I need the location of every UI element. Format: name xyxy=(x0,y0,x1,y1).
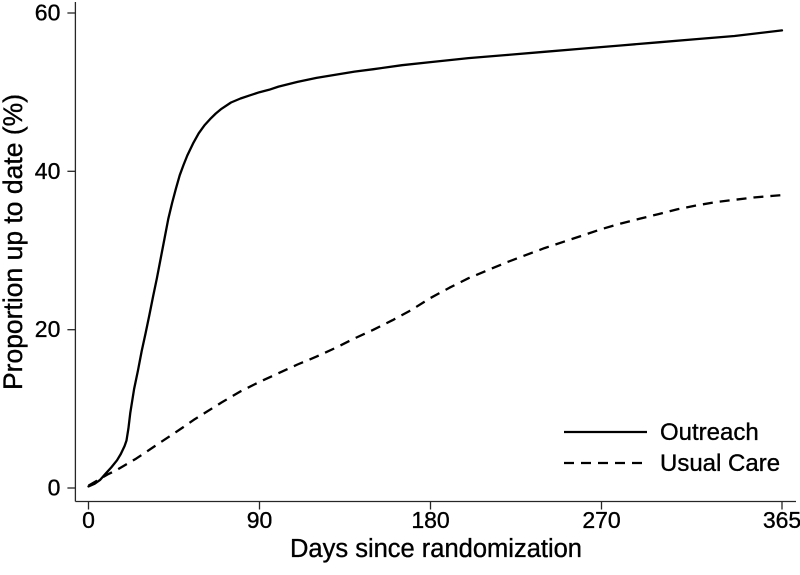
svg-text:Days since randomization: Days since randomization xyxy=(290,535,582,563)
svg-text:270: 270 xyxy=(582,507,620,533)
svg-text:Outreach: Outreach xyxy=(660,419,759,446)
svg-text:60: 60 xyxy=(35,0,61,26)
svg-text:0: 0 xyxy=(48,475,61,501)
svg-text:180: 180 xyxy=(411,507,449,533)
svg-text:90: 90 xyxy=(247,507,273,533)
svg-text:Usual Care: Usual Care xyxy=(660,450,780,477)
svg-text:Proportion up to date (%): Proportion up to date (%) xyxy=(0,94,28,390)
svg-text:20: 20 xyxy=(35,316,61,342)
svg-text:0: 0 xyxy=(82,507,95,533)
svg-text:40: 40 xyxy=(35,158,61,184)
svg-text:365: 365 xyxy=(763,507,800,533)
